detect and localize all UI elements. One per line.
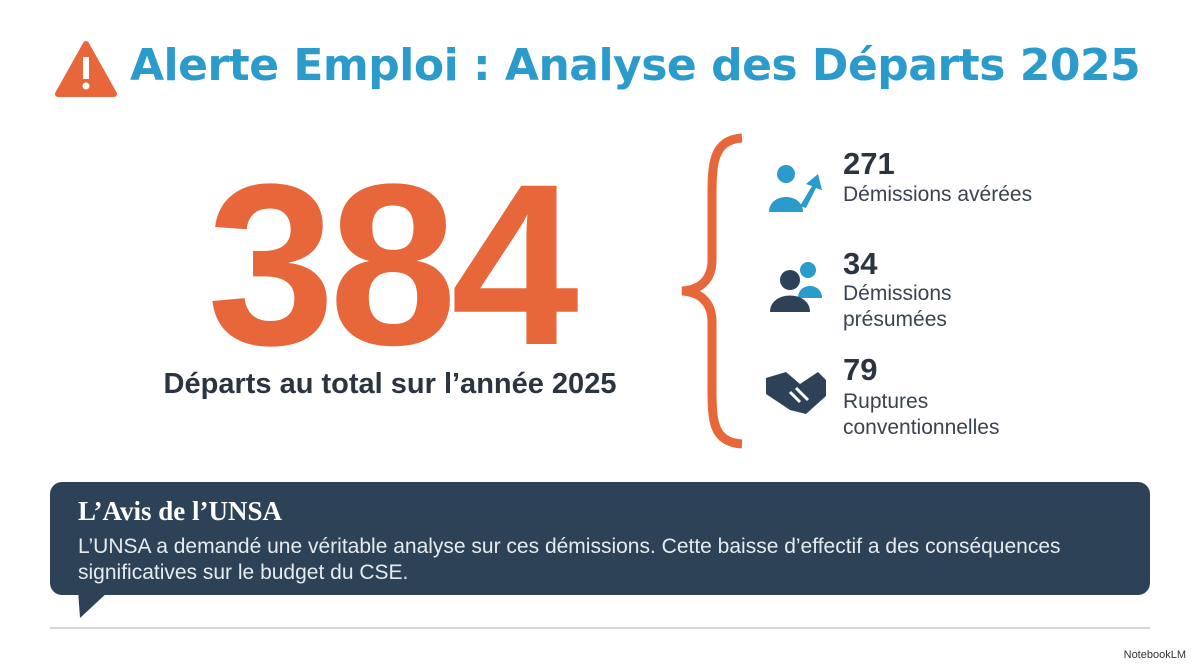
icon-presumed [770, 262, 822, 312]
icon-resign [769, 165, 822, 212]
brand: NotebookLM [1123, 649, 1186, 661]
opinion-box [50, 482, 1150, 595]
title: Alerte Emploi : Analyse des Départs 2025 [130, 40, 1141, 91]
item-label: Démissions avérées [843, 183, 1033, 206]
item-label: Ruptures conventionnelles [843, 390, 1000, 439]
item-value: 79 [843, 352, 878, 387]
icon-handshake [766, 372, 826, 414]
item-label: Démissions présumées [843, 282, 952, 331]
total-value: 384 [207, 136, 579, 393]
bubble-tail [78, 590, 110, 618]
total-label: Départs au total sur l’année 2025 [163, 368, 617, 400]
opinion-title: L’Avis de l’UNSA [78, 496, 283, 526]
item-value: 34 [843, 246, 878, 281]
opinion-text: L’UNSA a demandé une véritable analyse s… [78, 535, 1061, 584]
brace [681, 133, 743, 449]
item-value: 271 [843, 146, 895, 181]
